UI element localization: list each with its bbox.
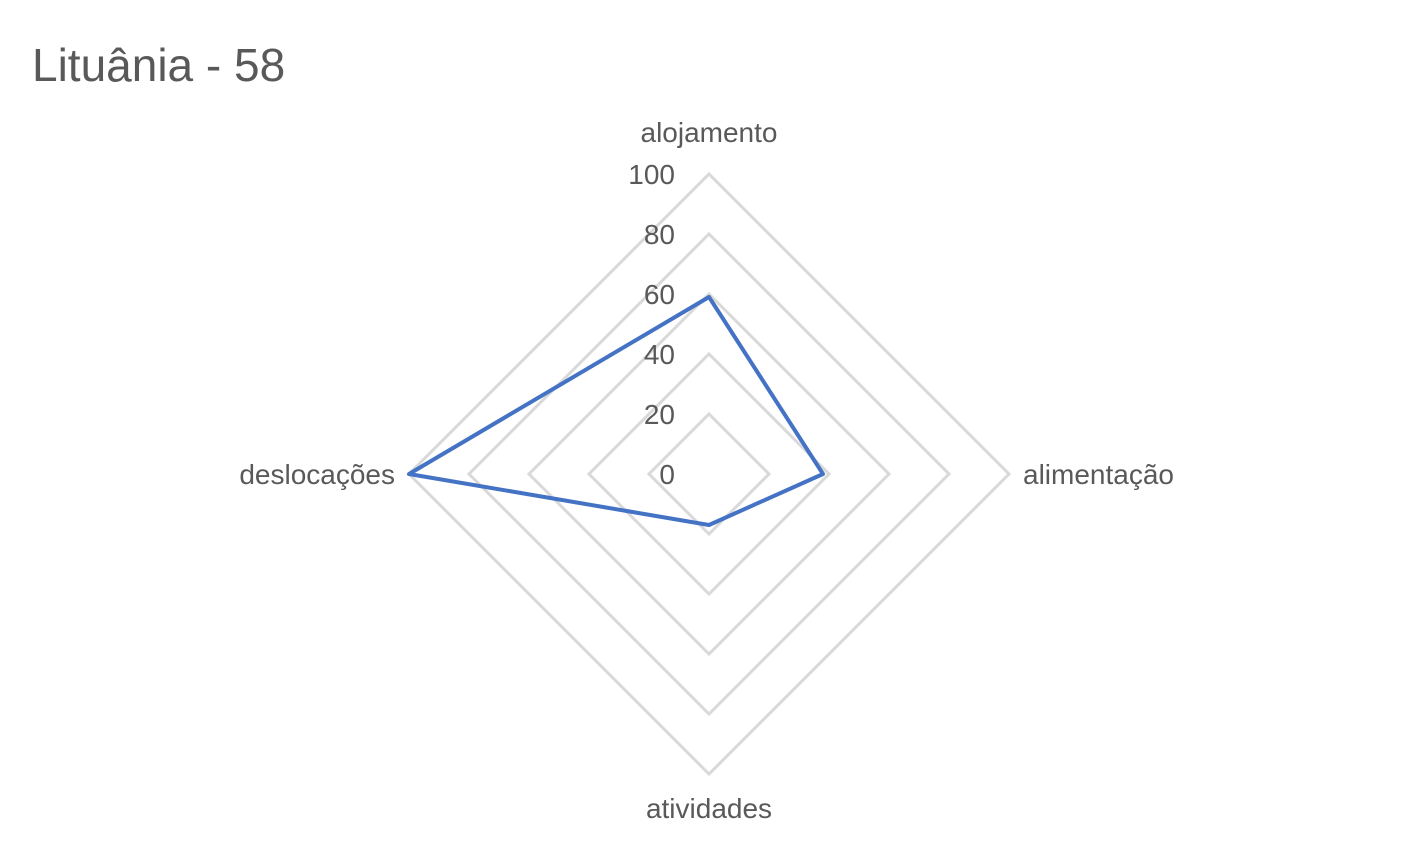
grid-ring-60 xyxy=(526,291,892,657)
tick-label-60: 60 xyxy=(644,279,675,310)
series-line-0 xyxy=(407,295,825,527)
tick-label-80: 80 xyxy=(644,219,675,250)
grid-ring-20 xyxy=(646,411,772,537)
grid-ring-80 xyxy=(466,231,952,717)
axis-label-2: atividades xyxy=(646,793,772,824)
axis-label-3: deslocações xyxy=(239,459,395,490)
radar-grid xyxy=(406,171,1012,777)
tick-label-20: 20 xyxy=(644,399,675,430)
category-axis-labels: alojamento alimentação atividades deslocaçõ… xyxy=(239,117,1174,824)
tick-label-40: 40 xyxy=(644,339,675,370)
radial-tick-labels: 0 20 40 60 80 100 xyxy=(628,159,675,490)
chart-title: Lituânia - 58 xyxy=(32,39,286,91)
axis-label-0: alojamento xyxy=(641,117,778,148)
series-layer xyxy=(407,295,825,527)
axis-label-1: alimentação xyxy=(1023,459,1174,490)
tick-label-100: 100 xyxy=(628,159,675,190)
grid-ring-100 xyxy=(406,171,1012,777)
tick-label-0: 0 xyxy=(659,459,675,490)
grid-ring-40 xyxy=(586,351,832,597)
